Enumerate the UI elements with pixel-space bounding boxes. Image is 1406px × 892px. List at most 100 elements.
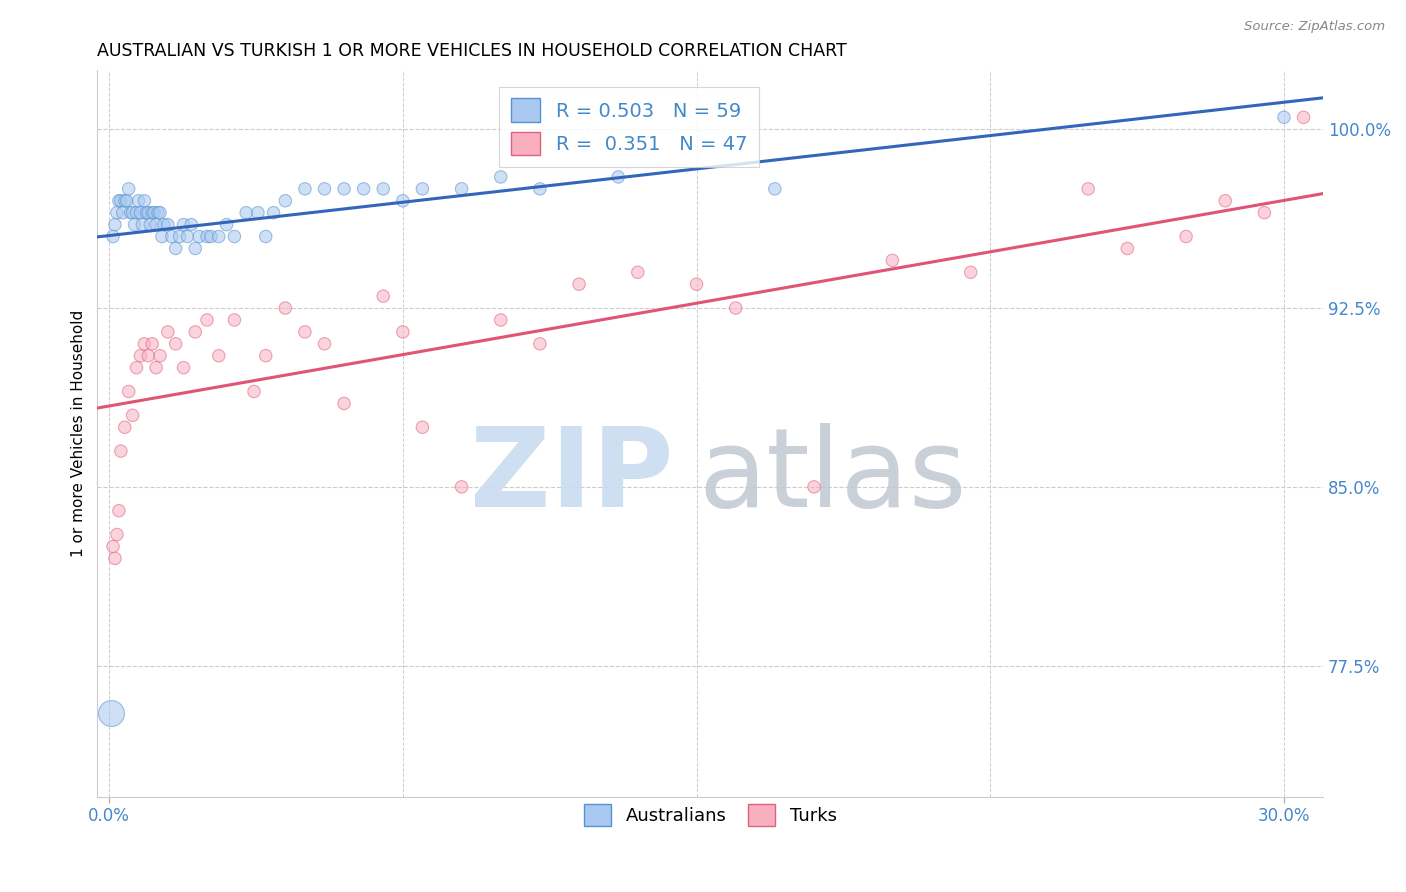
Point (763, 182, 786, 196)
Point (353, 182, 375, 196)
Point (314, 182, 336, 196)
Point (131, 218, 153, 232)
Point (274, 194, 297, 208)
Point (176, 229, 198, 244)
Point (254, 229, 277, 244)
Point (101, 229, 124, 244)
Point (143, 205, 166, 219)
Text: AUSTRALIAN VS TURKISH 1 OR MORE VEHICLES IN HOUSEHOLD CORRELATION CHART: AUSTRALIAN VS TURKISH 1 OR MORE VEHICLES… (97, 42, 846, 60)
Point (411, 182, 433, 196)
Point (121, 205, 143, 219)
Point (607, 169, 630, 184)
Point (135, 205, 157, 219)
Point (685, 277, 707, 292)
Point (235, 205, 257, 219)
Point (489, 313, 512, 327)
Point (373, 182, 395, 196)
Point (803, 480, 825, 494)
Point (529, 336, 551, 351)
Point (188, 229, 211, 244)
Point (391, 194, 413, 208)
Y-axis label: 1 or more Vehicles in Household: 1 or more Vehicles in Household (72, 310, 86, 557)
Point (149, 349, 172, 363)
Point (1292, 111, 1315, 125)
Point (125, 205, 148, 219)
Point (173, 360, 195, 375)
Point (110, 194, 132, 208)
Point (373, 289, 395, 303)
Point (139, 218, 162, 232)
Point (120, 205, 142, 219)
Point (243, 384, 266, 399)
Point (114, 194, 136, 208)
Point (150, 229, 173, 244)
Point (208, 349, 231, 363)
Point (141, 205, 163, 219)
Point (724, 301, 747, 315)
Point (215, 218, 238, 232)
Point (1253, 205, 1275, 219)
Point (165, 242, 187, 256)
Point (450, 480, 472, 494)
Point (195, 229, 218, 244)
Point (959, 265, 981, 279)
Point (114, 420, 136, 434)
Point (195, 313, 218, 327)
Point (134, 336, 156, 351)
Point (111, 205, 134, 219)
Point (224, 313, 246, 327)
Point (391, 325, 413, 339)
Point (627, 265, 650, 279)
Point (108, 194, 131, 208)
Point (134, 194, 156, 208)
Point (224, 229, 246, 244)
Point (1272, 111, 1295, 125)
Point (115, 194, 138, 208)
Point (141, 336, 163, 351)
Point (108, 504, 131, 518)
Point (254, 349, 277, 363)
Point (101, 540, 124, 554)
Point (1116, 242, 1139, 256)
Point (333, 396, 356, 410)
Point (149, 205, 172, 219)
Legend: Australians, Turks: Australians, Turks (575, 795, 845, 835)
Point (489, 169, 512, 184)
Point (294, 182, 316, 196)
Point (118, 384, 141, 399)
Point (125, 360, 148, 375)
Point (129, 205, 152, 219)
Point (153, 218, 176, 232)
Point (169, 229, 191, 244)
Text: Source: ZipAtlas.com: Source: ZipAtlas.com (1244, 20, 1385, 33)
Point (104, 218, 127, 232)
Point (118, 182, 141, 196)
Point (121, 409, 143, 423)
Point (165, 336, 187, 351)
Point (1213, 194, 1236, 208)
Point (184, 325, 207, 339)
Point (184, 242, 207, 256)
Point (104, 551, 127, 566)
Point (124, 218, 146, 232)
Point (145, 360, 167, 375)
Point (274, 301, 297, 315)
Point (568, 277, 591, 292)
Point (105, 527, 128, 541)
Point (529, 182, 551, 196)
Point (333, 182, 356, 196)
Point (1175, 229, 1198, 244)
Point (294, 325, 316, 339)
Point (156, 218, 179, 232)
Point (146, 205, 169, 219)
Text: atlas: atlas (697, 424, 966, 531)
Point (136, 205, 159, 219)
Point (100, 706, 122, 721)
Point (173, 218, 195, 232)
Point (156, 325, 179, 339)
Point (882, 253, 904, 268)
Point (180, 218, 202, 232)
Point (263, 205, 285, 219)
Point (200, 229, 222, 244)
Point (129, 349, 152, 363)
